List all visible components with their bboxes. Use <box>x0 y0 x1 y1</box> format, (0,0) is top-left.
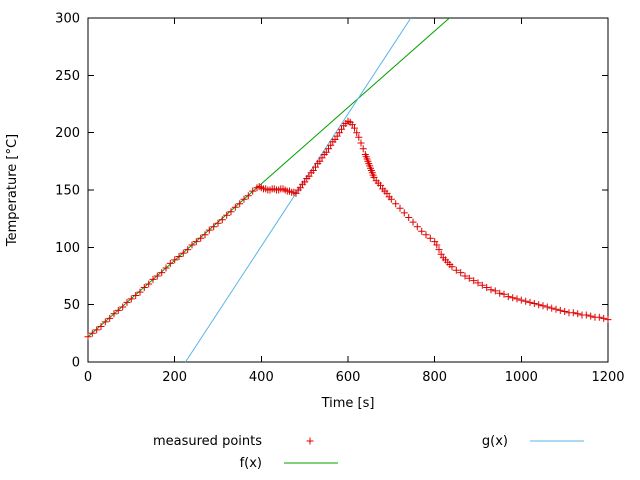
y-tick-label: 300 <box>55 12 80 27</box>
x-tick-label: 1200 <box>591 370 624 385</box>
x-tick-label: 0 <box>84 370 92 385</box>
x-tick-label: 600 <box>336 370 361 385</box>
x-tick-label: 1000 <box>505 370 538 385</box>
x-tick-label: 400 <box>249 370 274 385</box>
legend-label-gx: g(x) <box>482 434 508 449</box>
x-tick-label: 800 <box>422 370 447 385</box>
legend-label-measuredpoints: measured points <box>153 434 262 449</box>
y-tick-label: 0 <box>72 356 80 371</box>
series-line-fx <box>87 17 450 338</box>
y-tick-label: 50 <box>63 298 80 313</box>
measured-points <box>84 117 612 341</box>
x-axis-label: Time [s] <box>321 396 375 411</box>
y-tick-label: 100 <box>55 241 80 256</box>
plot-border <box>87 17 609 363</box>
y-tick-label: 200 <box>55 126 80 141</box>
x-tick-label: 200 <box>162 370 187 385</box>
y-tick-label: 250 <box>55 69 80 84</box>
legend-label-fx: f(x) <box>240 456 262 471</box>
legend-sample-points <box>306 437 314 445</box>
y-axis-label: Temperature [°C] <box>5 134 20 247</box>
y-tick-label: 150 <box>55 184 80 199</box>
